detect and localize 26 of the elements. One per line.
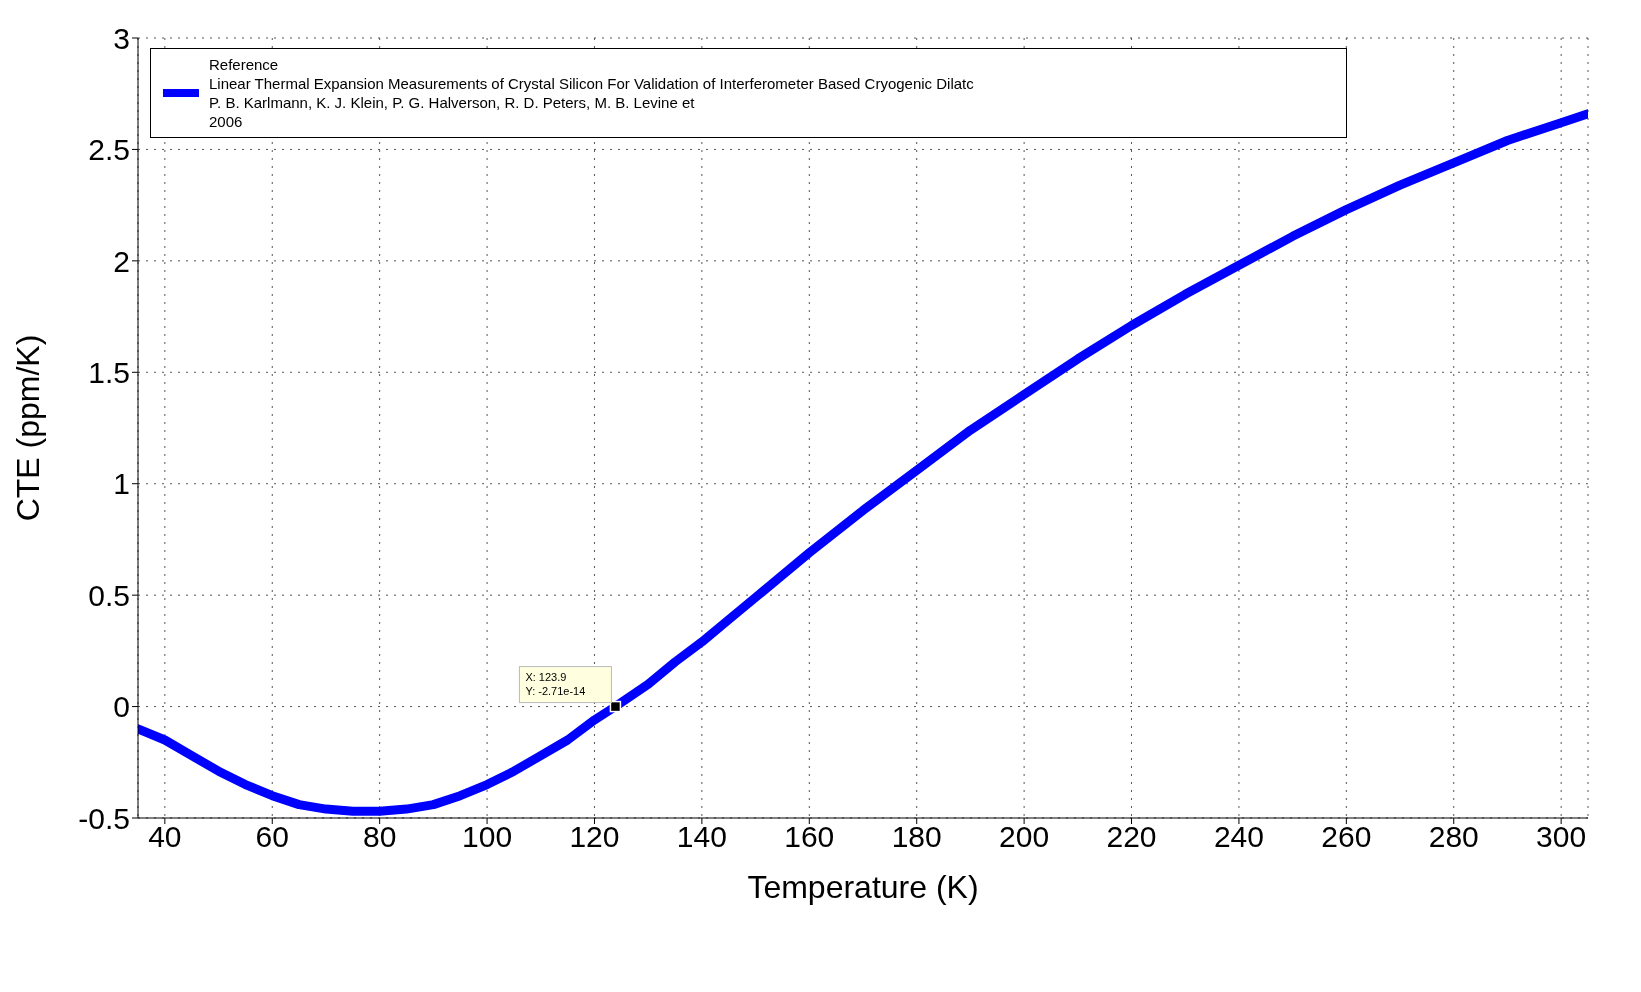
x-tick-label: 120 xyxy=(569,820,620,854)
y-tick-label: 2 xyxy=(113,244,130,278)
x-tick-label: 60 xyxy=(255,820,289,854)
x-tick-label: 180 xyxy=(891,820,942,854)
y-tick-label: 3 xyxy=(113,21,130,55)
x-tick-label: 160 xyxy=(784,820,835,854)
x-tick-label: 240 xyxy=(1213,820,1264,854)
x-tick-label: 40 xyxy=(148,820,182,854)
y-tick-label: 1 xyxy=(113,467,130,501)
y-axis-title: CTE (ppm/K) xyxy=(10,334,47,522)
x-tick-label: 200 xyxy=(999,820,1050,854)
y-tick-label: 2.5 xyxy=(88,133,130,167)
y-tick-label: -0.5 xyxy=(78,801,130,835)
x-tick-label: 220 xyxy=(1106,820,1157,854)
x-tick-label: 280 xyxy=(1428,820,1479,854)
x-tick-label: 140 xyxy=(676,820,727,854)
x-tick-label: 100 xyxy=(462,820,513,854)
y-tick-label: 1.5 xyxy=(88,355,130,389)
x-tick-label: 80 xyxy=(362,820,397,854)
y-tick-label: 0 xyxy=(113,690,130,724)
annotation: X: 123.9 Y: -2.71e-14 xyxy=(525,670,586,697)
x-tick-label: 260 xyxy=(1321,820,1372,854)
x-tick-label: 300 xyxy=(1536,820,1587,854)
y-tick-label: 0.5 xyxy=(88,578,130,612)
legend-label: Reference Linear Thermal Expansion Measurements of Crystal Silicon For Validation of Interferometer Based Cryogenic Dilatc P. B. Karlmann, K. J. Klein, P. G. Halverson, R. D. Peters, M. B. Levine et 2006 xyxy=(209,55,974,131)
x-axis-title: Temperature (K) xyxy=(747,869,979,905)
